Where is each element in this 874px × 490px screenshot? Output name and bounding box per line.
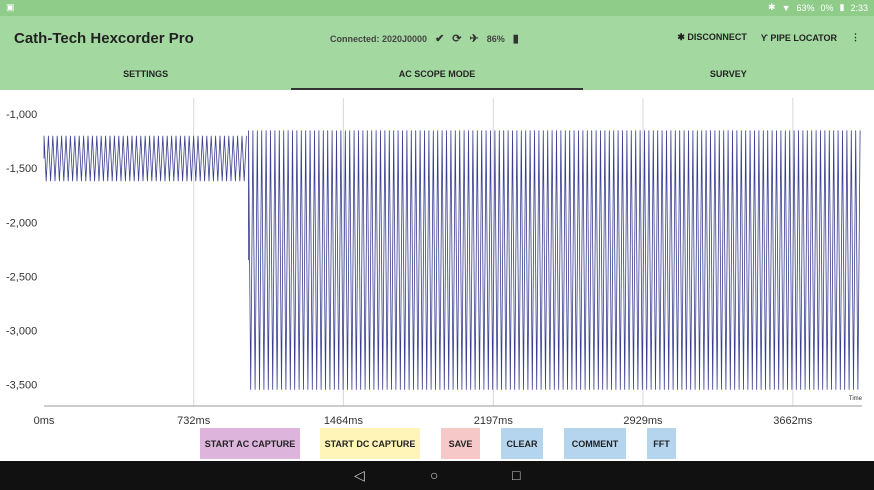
- home-icon[interactable]: ○: [430, 467, 439, 483]
- status-icons: ✱ ▼ 63% 0% ▮ 2:33: [768, 2, 868, 13]
- x-tick-label: 732ms: [177, 415, 211, 427]
- image-icon: ▣: [6, 2, 15, 12]
- status-bar: ▣ ✱ ▼ 63% 0% ▮ 2:33: [0, 0, 874, 16]
- overflow-menu-icon[interactable]: ⋮: [851, 32, 860, 42]
- x-tick-label: 2929ms: [623, 415, 663, 427]
- bluetooth-icon: ✱: [768, 2, 776, 12]
- connection-label: Connected: 2020J0000: [330, 33, 428, 44]
- x-tick-label: 1464ms: [324, 415, 364, 427]
- status-item-data: 0%: [820, 2, 834, 13]
- scope-chart[interactable]: 0ms 732ms 1464ms 2197ms 2929ms 3662ms -1,000 -1…: [0, 90, 874, 430]
- disconnect-button[interactable]: ✱ DISCONNECT: [677, 32, 747, 42]
- tab-ac-scope-mode[interactable]: AC SCOPE MODE: [291, 62, 583, 90]
- status-time: 2:33: [850, 2, 868, 13]
- clear-button[interactable]: CLEAR: [501, 428, 543, 459]
- app-bar: Cath-Tech Hexcorder Pro Connected: 2020J…: [0, 16, 874, 62]
- x-tick-label: 3662ms: [773, 415, 813, 427]
- capture-buttons: START AC CAPTURE START DC CAPTURE SAVE C…: [0, 428, 874, 461]
- y-tick-label: -3,500: [6, 379, 37, 391]
- waveform-series-0: [43, 130, 861, 390]
- connection-status: Connected: 2020J0000 ✔ ⟳ ✈ 86% ▮: [330, 32, 519, 45]
- comment-button[interactable]: COMMENT: [564, 428, 626, 459]
- app-title: Cath-Tech Hexcorder Pro: [14, 30, 194, 47]
- y-tick-label: -2,000: [6, 217, 37, 229]
- x-tick-label: 0ms: [34, 415, 55, 427]
- start-ac-capture-button[interactable]: START AC CAPTURE: [200, 428, 300, 459]
- x-tick-label: 2197ms: [474, 415, 514, 427]
- tab-settings[interactable]: SETTINGS: [123, 69, 169, 79]
- scope-chart-svg: 0ms 732ms 1464ms 2197ms 2929ms 3662ms -1,000 -1…: [6, 98, 863, 427]
- y-tick-label: -3,000: [6, 325, 37, 337]
- recents-icon[interactable]: □: [512, 467, 521, 483]
- y-tick-label: -1,500: [6, 163, 37, 175]
- tab-survey[interactable]: SURVEY: [709, 69, 747, 79]
- battery-label: 86%: [486, 33, 505, 44]
- check-circle-icon: ✔: [435, 33, 445, 45]
- disconnect-label: DISCONNECT: [687, 32, 747, 42]
- x-axis-label: Time: [849, 396, 863, 402]
- fft-button[interactable]: FFT: [647, 428, 676, 459]
- status-item-signal: 63%: [796, 2, 815, 13]
- system-nav-bar: ◁ ○ □: [0, 461, 874, 490]
- battery-icon: ▮: [512, 33, 519, 45]
- pipe-locator-button[interactable]: ϒ PIPE LOCATOR: [760, 32, 837, 43]
- start-dc-capture-button[interactable]: START DC CAPTURE: [320, 428, 420, 459]
- y-tick-label: -1,000: [6, 109, 37, 121]
- y-tick-label: -2,500: [6, 271, 37, 283]
- tab-bar: SETTINGS AC SCOPE MODE SURVEY: [0, 62, 874, 90]
- pipe-locator-label: PIPE LOCATOR: [770, 32, 837, 43]
- satellite-icon: ✈: [469, 33, 479, 45]
- battery-status-icon: ▮: [839, 2, 845, 12]
- sync-icon[interactable]: ⟳: [452, 33, 462, 45]
- back-icon[interactable]: ◁: [354, 467, 365, 483]
- app-actions: ✱ DISCONNECT ϒ PIPE LOCATOR ⋮: [677, 32, 860, 43]
- save-button[interactable]: SAVE: [441, 428, 480, 459]
- wifi-icon: ▼: [781, 2, 791, 13]
